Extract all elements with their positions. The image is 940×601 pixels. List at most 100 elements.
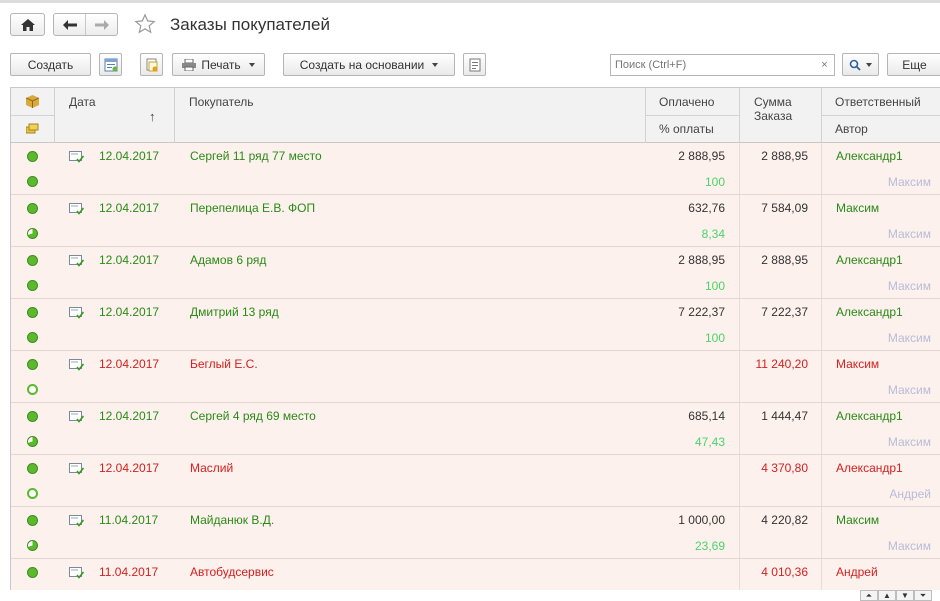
table-row[interactable]: 12.04.2017 Адамов 6 ряд 2 888,95 100 2 888,9… <box>11 247 940 299</box>
order-sum: 7 222,37 <box>761 305 808 319</box>
column-paid-percent[interactable]: % оплаты <box>659 122 714 136</box>
search-button[interactable] <box>842 53 879 76</box>
order-responsible: Александр1 <box>836 409 903 423</box>
order-date: 12.04.2017 <box>99 253 160 267</box>
order-customer: Маслий <box>190 461 234 475</box>
order-author: Максим <box>887 175 931 189</box>
forward-button[interactable] <box>85 14 117 35</box>
order-author: Максим <box>887 383 931 397</box>
column-paid[interactable]: Оплачено <box>659 95 715 109</box>
order-paid: 685,14 <box>688 409 725 423</box>
order-status-icon <box>27 411 38 422</box>
order-paid-percent: 100 <box>704 331 725 345</box>
order-date: 12.04.2017 <box>99 305 160 319</box>
payment-status-icon <box>27 332 38 343</box>
document-copy-icon <box>146 58 157 71</box>
order-paid-percent: 8,34 <box>701 227 725 241</box>
table-row[interactable]: 12.04.2017 Сергей 4 ряд 69 место 685,14 47,… <box>11 403 940 455</box>
column-responsible[interactable]: Ответственный <box>835 95 921 109</box>
column-date[interactable]: Дата <box>69 95 96 109</box>
arrow-right-icon <box>94 19 109 30</box>
document-posted-icon <box>69 359 84 371</box>
table-row[interactable]: 12.04.2017 Маслий 4 370,80 Александр1 Андрей <box>11 455 940 507</box>
table-row[interactable]: 12.04.2017 Перепелица Е.В. ФОП 632,76 8,34 7… <box>11 195 940 247</box>
create-button-label: Создать <box>27 57 74 72</box>
column-order-sum[interactable]: Сумма Заказа <box>754 95 793 123</box>
document-posted-icon <box>69 307 84 319</box>
scroll-controls: ⏶ ▲ ▼ ⏷ <box>860 590 932 601</box>
home-button[interactable] <box>10 13 45 36</box>
order-sum: 4 010,36 <box>761 565 808 579</box>
scroll-down-button[interactable]: ▼ <box>896 590 914 601</box>
order-status-icon <box>27 463 38 474</box>
payment-status-icon <box>27 488 38 499</box>
table-row[interactable]: 12.04.2017 Сергей 11 ряд 77 место 2 888,95… <box>11 143 940 195</box>
order-responsible: Максим <box>836 201 880 215</box>
order-date: 12.04.2017 <box>99 409 160 423</box>
table-row[interactable]: 12.04.2017 Беглый Е.С. 11 240,20 Максим Макс… <box>11 351 940 403</box>
order-customer: Дмитрий 13 ряд <box>190 305 279 319</box>
order-paid-percent: 100 <box>704 279 725 293</box>
scroll-top-button[interactable]: ⏶ <box>860 590 878 601</box>
more-button[interactable]: Еще <box>887 53 940 76</box>
table-row[interactable]: 11.04.2017 Автобудсервис 4 010,36 Андрей <box>11 559 940 590</box>
chevron-down-icon <box>248 62 255 67</box>
star-icon <box>134 13 156 34</box>
printer-icon <box>182 58 197 71</box>
search-icon <box>849 59 861 71</box>
search-input[interactable] <box>610 54 816 76</box>
create-button[interactable]: Создать <box>10 53 91 76</box>
print-dropdown[interactable]: Печать <box>172 53 265 76</box>
order-customer: Перепелица Е.В. ФОП <box>190 201 316 215</box>
order-responsible: Александр1 <box>836 305 903 319</box>
scroll-up-button[interactable]: ▲ <box>878 590 896 601</box>
favorite-button[interactable] <box>134 13 156 35</box>
payment-status-icon <box>27 540 38 551</box>
order-date: 12.04.2017 <box>99 201 160 215</box>
document-posted-icon <box>69 463 84 475</box>
create-based-on-dropdown[interactable]: Создать на основании <box>283 53 455 76</box>
table-row[interactable]: 11.04.2017 Майданюк В.Д. 1 000,00 23,69 4 22… <box>11 507 940 559</box>
document-posted-icon <box>69 151 84 163</box>
order-customer: Сергей 11 ряд 77 место <box>190 149 322 163</box>
order-author: Максим <box>887 279 931 293</box>
chevron-down-icon <box>866 62 872 67</box>
order-status-icon <box>27 255 38 266</box>
order-date: 11.04.2017 <box>99 513 159 527</box>
payment-status-icon <box>27 176 38 187</box>
list-settings-button[interactable] <box>99 53 122 76</box>
back-button[interactable] <box>54 14 85 35</box>
order-date: 12.04.2017 <box>99 461 160 475</box>
orders-table: Дата ↑ Покупатель Оплачено % оплаты Сумм… <box>10 87 940 590</box>
column-author[interactable]: Автор <box>835 122 868 136</box>
order-customer: Майданюк В.Д. <box>190 513 275 527</box>
order-status-icon <box>27 151 38 162</box>
order-status-icon <box>27 203 38 214</box>
report-icon <box>469 58 480 71</box>
report-button[interactable] <box>463 53 486 76</box>
create-based-on-label: Создать на основании <box>299 57 425 72</box>
table-row[interactable]: 12.04.2017 Дмитрий 13 ряд 7 222,37 100 7 222… <box>11 299 940 351</box>
order-customer: Беглый Е.С. <box>190 357 258 371</box>
payment-status-icon <box>27 436 38 447</box>
order-paid-percent: 100 <box>704 175 725 189</box>
page-title: Заказы покупателей <box>170 15 330 34</box>
order-responsible: Андрей <box>836 565 878 579</box>
copy-document-button[interactable] <box>140 53 163 76</box>
document-posted-icon <box>69 567 84 579</box>
sort-ascending-icon: ↑ <box>149 109 156 124</box>
history-navigation <box>53 13 118 36</box>
document-posted-icon <box>69 255 84 267</box>
order-date: 12.04.2017 <box>99 357 160 371</box>
print-label: Печать <box>201 57 241 72</box>
search-clear-button[interactable]: × <box>815 54 835 76</box>
order-status-icon <box>27 307 38 318</box>
order-date: 12.04.2017 <box>99 149 160 163</box>
home-icon <box>20 18 35 31</box>
column-customer[interactable]: Покупатель <box>189 95 254 109</box>
order-sum: 1 444,47 <box>761 409 808 423</box>
payment-status-icon <box>27 280 38 291</box>
document-posted-icon <box>69 203 84 215</box>
order-author: Андрей <box>889 487 931 501</box>
scroll-bottom-button[interactable]: ⏷ <box>914 590 932 601</box>
